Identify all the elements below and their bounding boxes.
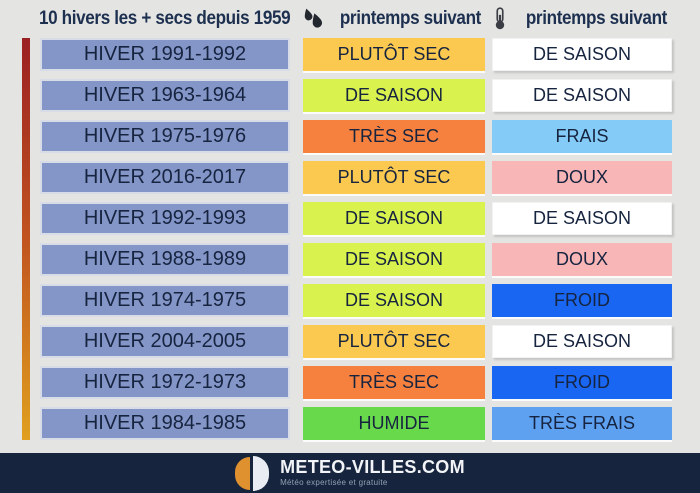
precipitation-cell: PLUTÔT SEC bbox=[303, 161, 485, 194]
temperature-cell: DOUX bbox=[492, 243, 672, 276]
table-row: HIVER 2016-2017 PLUTÔT SEC DOUX bbox=[40, 161, 672, 194]
precipitation-cell: PLUTÔT SEC bbox=[303, 325, 485, 358]
column-header-winters: 10 hivers les + secs depuis 1959 bbox=[39, 5, 291, 33]
table-row: HIVER 1988-1989 DE SAISON DOUX bbox=[40, 243, 672, 276]
meteo-villes-logo-icon bbox=[235, 455, 270, 491]
thermometer-icon bbox=[489, 6, 511, 32]
temperature-cell: FRAIS bbox=[492, 120, 672, 153]
precipitation-cell: PLUTÔT SEC bbox=[303, 38, 485, 71]
table-row: HIVER 1991-1992 PLUTÔT SEC DE SAISON bbox=[40, 38, 672, 71]
raindrops-icon bbox=[299, 6, 325, 32]
temperature-cell: DE SAISON bbox=[492, 79, 672, 112]
winter-cell: HIVER 2004-2005 bbox=[40, 325, 290, 358]
winter-cell: HIVER 2016-2017 bbox=[40, 161, 290, 194]
table-row: HIVER 1963-1964 DE SAISON DE SAISON bbox=[40, 79, 672, 112]
precipitation-cell: HUMIDE bbox=[303, 407, 485, 440]
precipitation-cell: TRÈS SEC bbox=[303, 120, 485, 153]
precipitation-cell: DE SAISON bbox=[303, 243, 485, 276]
precipitation-cell: TRÈS SEC bbox=[303, 366, 485, 399]
winter-cell: HIVER 1988-1989 bbox=[40, 243, 290, 276]
brand-name: METEO-VILLES.COM bbox=[280, 457, 465, 478]
table-row: HIVER 1984-1985 HUMIDE TRÈS FRAIS bbox=[40, 407, 672, 440]
column-header-temperature: printemps suivant bbox=[492, 5, 672, 33]
column-header-precipitation-label: printemps suivant bbox=[339, 8, 482, 29]
winter-cell: HIVER 1972-1973 bbox=[40, 366, 290, 399]
brand-tagline: Météo expertisée et gratuite bbox=[280, 478, 388, 488]
table-row: HIVER 1975-1976 TRÈS SEC FRAIS bbox=[40, 120, 672, 153]
winter-cell: HIVER 1991-1992 bbox=[40, 38, 290, 71]
precipitation-cell: DE SAISON bbox=[303, 79, 485, 112]
table-row: HIVER 1992-1993 DE SAISON DE SAISON bbox=[40, 202, 672, 235]
footer-bar: METEO-VILLES.COM Météo expertisée et gra… bbox=[0, 453, 700, 493]
winter-cell: HIVER 1963-1964 bbox=[40, 79, 290, 112]
table-row: HIVER 1974-1975 DE SAISON FROID bbox=[40, 284, 672, 317]
column-header-temperature-label: printemps suivant bbox=[525, 8, 668, 29]
column-header-winters-label: 10 hivers les + secs depuis 1959 bbox=[39, 8, 291, 29]
winter-cell: HIVER 1992-1993 bbox=[40, 202, 290, 235]
table-row: HIVER 1972-1973 TRÈS SEC FROID bbox=[40, 366, 672, 399]
winter-cell: HIVER 1974-1975 bbox=[40, 284, 290, 317]
winter-cell: HIVER 1984-1985 bbox=[40, 407, 290, 440]
precipitation-cell: DE SAISON bbox=[303, 202, 485, 235]
temperature-cell: DE SAISON bbox=[492, 202, 672, 235]
temperature-cell: DE SAISON bbox=[492, 325, 672, 358]
temperature-cell: TRÈS FRAIS bbox=[492, 407, 672, 440]
column-header-precipitation: printemps suivant bbox=[303, 5, 485, 33]
precipitation-cell: DE SAISON bbox=[303, 284, 485, 317]
temperature-cell: FROID bbox=[492, 284, 672, 317]
vertical-gradient-bar bbox=[22, 38, 30, 440]
temperature-cell: DOUX bbox=[492, 161, 672, 194]
winter-cell: HIVER 1975-1976 bbox=[40, 120, 290, 153]
temperature-cell: DE SAISON bbox=[492, 38, 672, 71]
table-row: HIVER 2004-2005 PLUTÔT SEC DE SAISON bbox=[40, 325, 672, 358]
temperature-cell: FROID bbox=[492, 366, 672, 399]
winters-table: HIVER 1991-1992 PLUTÔT SEC DE SAISON HIVER … bbox=[40, 38, 672, 440]
